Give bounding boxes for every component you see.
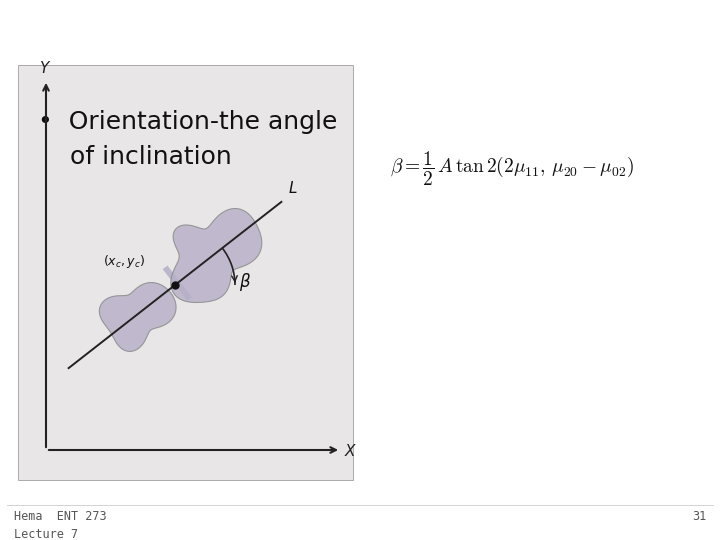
Text: Hema  ENT 273
Lecture 7: Hema ENT 273 Lecture 7	[14, 510, 107, 540]
Text: Y: Y	[40, 61, 49, 76]
Text: $\beta$: $\beta$	[239, 271, 251, 293]
Text: L: L	[289, 181, 297, 196]
Text: $\beta = \dfrac{1}{2}\,A\,\tan 2(2\mu_{11},\,\mu_{20} - \mu_{02})$: $\beta = \dfrac{1}{2}\,A\,\tan 2(2\mu_{1…	[390, 150, 634, 188]
Text: $(x_c, y_c)$: $(x_c, y_c)$	[103, 253, 145, 270]
Text: X: X	[345, 443, 356, 458]
Polygon shape	[99, 282, 176, 352]
Text: of inclination: of inclination	[38, 145, 232, 169]
Polygon shape	[171, 208, 262, 302]
Text: •  Orientation-the angle: • Orientation-the angle	[38, 110, 338, 134]
Polygon shape	[163, 266, 192, 301]
Bar	[18, 65, 353, 480]
Text: 31: 31	[692, 510, 706, 523]
